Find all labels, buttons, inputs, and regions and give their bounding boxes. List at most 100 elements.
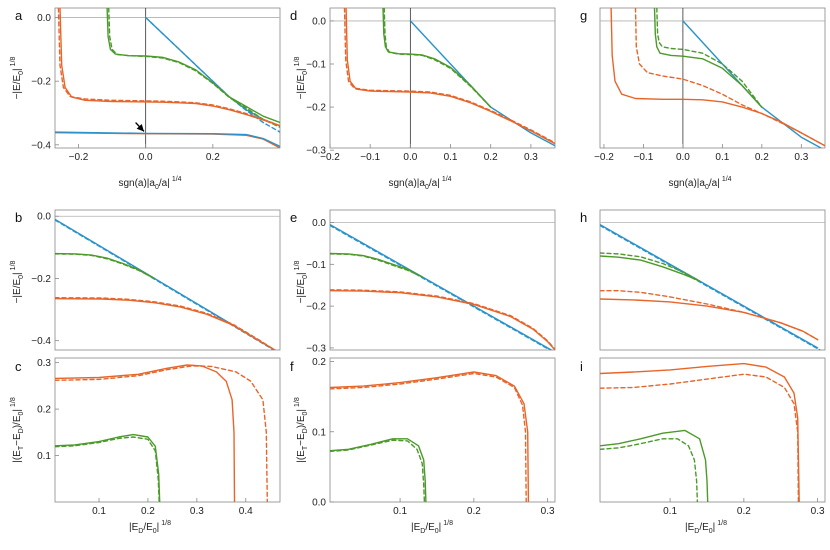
- x-tick-label: 0.2: [755, 152, 769, 163]
- y-tick-label: 0.0: [37, 13, 51, 24]
- y-tick-label: 0.2: [37, 405, 51, 416]
- series-green-dashed: [383, 8, 492, 108]
- series-layer: [600, 223, 822, 350]
- xlabel-panel-c: |ED/E0| 1/8: [129, 520, 171, 535]
- y-tick-label: −0.2: [31, 77, 51, 88]
- series-layer: [330, 371, 530, 502]
- x-tick-label: 0.2: [467, 506, 481, 517]
- ylabel-panel-e: −|E/E0|1/8: [294, 260, 309, 303]
- series-orange-dashed: [343, 8, 555, 144]
- series-layer: [55, 8, 280, 148]
- x-tick-label: 0.1: [715, 152, 729, 163]
- x-tick-label: 0.3: [794, 152, 808, 163]
- y-tick-label: 0.2: [312, 357, 326, 368]
- series-green-dashed: [330, 253, 423, 278]
- panel-frame: [599, 7, 826, 149]
- ylabel-panel-d: −|E/E0|1/8: [294, 56, 309, 99]
- x-tick-label: 0.3: [541, 506, 555, 517]
- series-layer: [600, 362, 800, 502]
- panels-layer: −0.2 0.0 0.2 0.0 −0.2 −0.4 a −0.2 −0.1 0.0 0.1 0.2 0…: [15, 7, 826, 517]
- y-tick-label: −0.4: [31, 336, 51, 347]
- y-tick-label: −0.1: [306, 260, 326, 271]
- series-green-solid: [55, 433, 161, 502]
- series-layer: [610, 8, 825, 148]
- ylabel-panel-f: |(ET−ED)/E0|1/8: [294, 397, 309, 463]
- ylabel-panel-c: |(ET−ED)/E0|1/8: [10, 397, 25, 463]
- x-tick-label: −0.1: [360, 152, 380, 163]
- series-green-solid: [55, 252, 156, 280]
- panel-frame: [329, 357, 556, 503]
- ylabel-panel-b: −|E/E0|1/8: [10, 260, 25, 303]
- series-orange-dashed: [634, 8, 825, 147]
- x-tick-label: 0.4: [239, 506, 253, 517]
- x-tick-label: −0.1: [634, 152, 654, 163]
- series-blue-solid: [145, 16, 280, 127]
- series-blue-dashed: [600, 224, 822, 350]
- y-tick-label: 0.0: [37, 212, 51, 223]
- series-orange-dashed: [600, 290, 819, 341]
- x-tick-label: 0.3: [190, 506, 204, 517]
- panel-frame: [54, 209, 281, 351]
- panel-label: a: [15, 8, 23, 23]
- series-green-dashed: [600, 438, 699, 502]
- series-blue-solid: [600, 223, 819, 349]
- xlabel-panel-g: sgn(a)|a0/a| 1/4: [668, 176, 731, 191]
- series-green-solid: [330, 438, 427, 502]
- series-blue-solid: [409, 20, 555, 147]
- series-orange-dashed: [600, 373, 800, 502]
- panel-label: i: [580, 359, 583, 374]
- y-tick-label: −0.3: [306, 343, 326, 354]
- y-tick-label: −0.2: [306, 103, 326, 114]
- series-layer: [343, 8, 555, 147]
- series-green-dashed: [108, 8, 280, 128]
- series-green-dashed: [55, 436, 160, 502]
- panel-f: 0.1 0.2 0.3 0.0 0.1 0.2 f: [290, 357, 556, 517]
- panel-frame: [329, 209, 556, 351]
- panel-a: −0.2 0.0 0.2 0.0 −0.2 −0.4 a: [15, 7, 281, 163]
- x-tick-label: 0.0: [403, 152, 417, 163]
- series-layer: [55, 364, 268, 502]
- series-orange-dashed: [330, 372, 527, 502]
- series-orange-solid: [600, 298, 819, 341]
- series-orange-dashed: [57, 8, 280, 127]
- y-tick-label: −0.4: [31, 140, 51, 151]
- series-layer: [55, 218, 277, 350]
- x-tick-label: 0.3: [811, 506, 825, 517]
- series-orange-solid: [610, 8, 825, 147]
- y-tick-label: −0.2: [31, 274, 51, 285]
- x-tick-label: 0.0: [139, 152, 153, 163]
- series-orange-solid: [55, 364, 236, 502]
- series-green-dashed: [600, 252, 701, 282]
- y-tick-label: 0.1: [312, 427, 326, 438]
- series-orange-dashed: [330, 289, 555, 350]
- x-tick-label: −0.2: [320, 152, 340, 163]
- series-green-dashed: [656, 8, 763, 108]
- x-tick-label: 0.2: [484, 152, 498, 163]
- series-blue-dashed: [330, 224, 552, 350]
- series-green-solid: [106, 8, 280, 124]
- y-tick-label: 0.3: [37, 358, 51, 369]
- panel-label: g: [580, 8, 587, 23]
- series-orange-solid: [55, 298, 276, 350]
- panel-h: h: [580, 209, 826, 351]
- y-tick-label: 0.0: [312, 218, 326, 229]
- panel-c: 0.1 0.2 0.3 0.4 0.1 0.2 0.3 c: [15, 357, 281, 517]
- y-tick-label: −0.3: [306, 146, 326, 157]
- series-orange-solid: [330, 290, 555, 350]
- panel-b: 0.0 −0.2 −0.4 b: [15, 209, 281, 351]
- panel-frame: [54, 357, 281, 503]
- y-tick-label: −0.1: [306, 60, 326, 71]
- series-orange-dashed: [55, 297, 276, 350]
- xlabel-panel-d: sgn(a)|a0/a| 1/4: [388, 176, 451, 191]
- panel-frame: [329, 7, 556, 149]
- panel-label: c: [15, 359, 22, 374]
- series-green-solid: [600, 255, 701, 282]
- x-tick-label: 0.1: [444, 152, 458, 163]
- xlabel-panel-a: sgn(a)|a0/a| 1/4: [118, 176, 181, 191]
- panel-label: e: [290, 210, 297, 225]
- panel-label: f: [290, 359, 294, 374]
- x-tick-label: −0.2: [594, 152, 614, 163]
- series-orange-dashed: [55, 365, 268, 502]
- x-tick-label: 0.3: [524, 152, 538, 163]
